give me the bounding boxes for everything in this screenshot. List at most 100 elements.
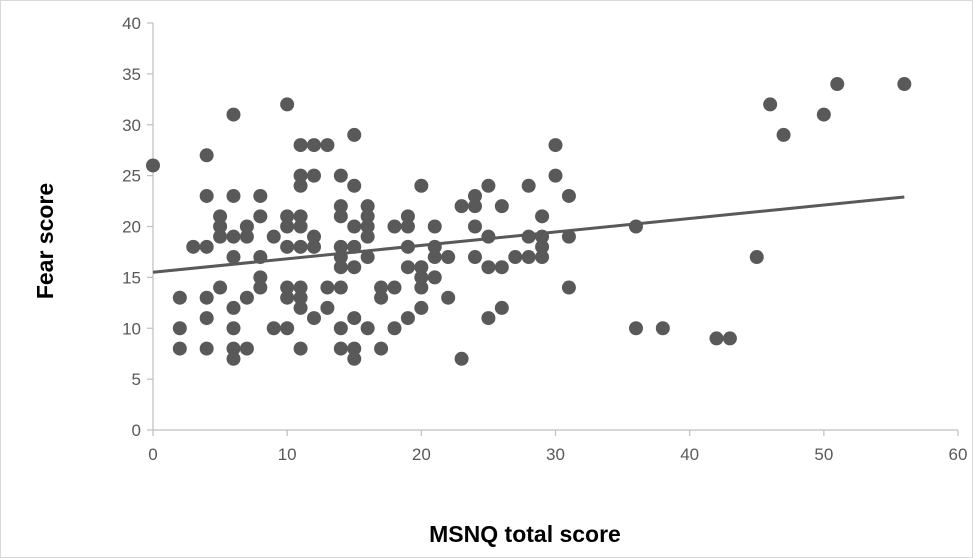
data-point <box>333 260 348 275</box>
data-point <box>293 209 308 224</box>
data-point <box>320 280 335 295</box>
data-point <box>226 229 241 244</box>
data-point <box>280 97 295 112</box>
data-point <box>226 107 241 122</box>
data-point <box>347 341 362 356</box>
data-point <box>427 219 442 234</box>
data-point <box>213 229 228 244</box>
data-point <box>468 199 482 214</box>
data-point <box>830 77 845 92</box>
data-point <box>172 290 187 305</box>
data-point <box>374 290 389 305</box>
data-point <box>293 239 308 254</box>
data-point <box>293 280 308 295</box>
data-point <box>307 311 321 326</box>
data-point <box>400 311 415 326</box>
data-point <box>468 188 482 203</box>
data-point <box>333 168 348 183</box>
data-point <box>427 250 442 265</box>
data-point <box>400 219 415 234</box>
data-point <box>387 280 402 295</box>
data-point <box>722 331 737 346</box>
data-point <box>239 341 254 356</box>
data-point <box>561 280 576 295</box>
data-point <box>548 168 563 183</box>
x-tick-label: 0 <box>148 445 157 464</box>
data-point <box>441 290 456 305</box>
data-point <box>709 331 724 346</box>
data-point <box>521 229 536 244</box>
data-point <box>548 138 563 153</box>
data-point <box>293 219 308 234</box>
data-point <box>172 321 187 336</box>
y-tick-label: 5 <box>132 370 141 389</box>
data-point <box>360 199 375 214</box>
data-point <box>414 270 429 285</box>
y-axis-title: Fear score <box>32 183 58 299</box>
data-point <box>226 341 241 356</box>
data-point <box>468 250 482 265</box>
data-point <box>226 300 241 315</box>
data-point <box>280 290 295 305</box>
x-tick-label: 60 <box>949 445 968 464</box>
x-tick-label: 20 <box>412 445 431 464</box>
data-point <box>293 178 308 193</box>
data-point <box>146 158 160 173</box>
data-point <box>414 300 429 315</box>
data-point <box>374 341 389 356</box>
data-point <box>897 77 912 92</box>
data-point <box>213 219 228 234</box>
data-point <box>521 178 536 193</box>
data-point <box>776 127 791 142</box>
data-point <box>387 219 402 234</box>
data-point <box>253 188 268 203</box>
data-point <box>333 239 348 254</box>
data-point <box>535 209 550 224</box>
data-point <box>239 219 254 234</box>
data-point <box>427 270 442 285</box>
data-point <box>535 239 550 254</box>
data-point <box>414 178 429 193</box>
data-point <box>360 321 375 336</box>
data-point <box>481 311 496 326</box>
data-point <box>535 250 550 265</box>
x-axis-ticks: 0 10 20 30 40 50 60 <box>148 430 967 464</box>
data-point <box>293 300 308 315</box>
data-point <box>199 239 214 254</box>
y-tick-label: 10 <box>122 319 141 338</box>
data-point <box>307 168 321 183</box>
data-point <box>333 321 348 336</box>
data-point <box>226 351 241 366</box>
data-point <box>360 209 375 224</box>
data-point <box>293 138 308 153</box>
data-point <box>816 107 831 122</box>
data-point <box>347 219 362 234</box>
y-axis-ticks: 0 5 10 15 20 25 30 35 40 <box>122 14 153 440</box>
data-point <box>414 280 429 295</box>
data-point <box>494 300 509 315</box>
data-point <box>199 290 214 305</box>
y-tick-label: 25 <box>122 167 141 186</box>
data-point <box>280 219 295 234</box>
data-point <box>199 148 214 163</box>
data-point <box>400 260 415 275</box>
data-point <box>213 209 228 224</box>
data-point <box>333 209 348 224</box>
y-tick-label: 15 <box>122 268 141 287</box>
data-point <box>360 229 375 244</box>
data-point <box>749 250 764 265</box>
data-point <box>320 138 335 153</box>
data-point <box>226 321 241 336</box>
data-point <box>172 341 187 356</box>
data-point <box>333 341 348 356</box>
data-point <box>347 351 362 366</box>
data-point <box>253 270 268 285</box>
y-tick-label: 30 <box>122 116 141 135</box>
data-point <box>307 229 321 244</box>
y-tick-label: 40 <box>122 14 141 33</box>
data-point <box>293 290 308 305</box>
data-point <box>763 97 778 112</box>
data-point <box>629 219 643 234</box>
data-point <box>226 188 241 203</box>
